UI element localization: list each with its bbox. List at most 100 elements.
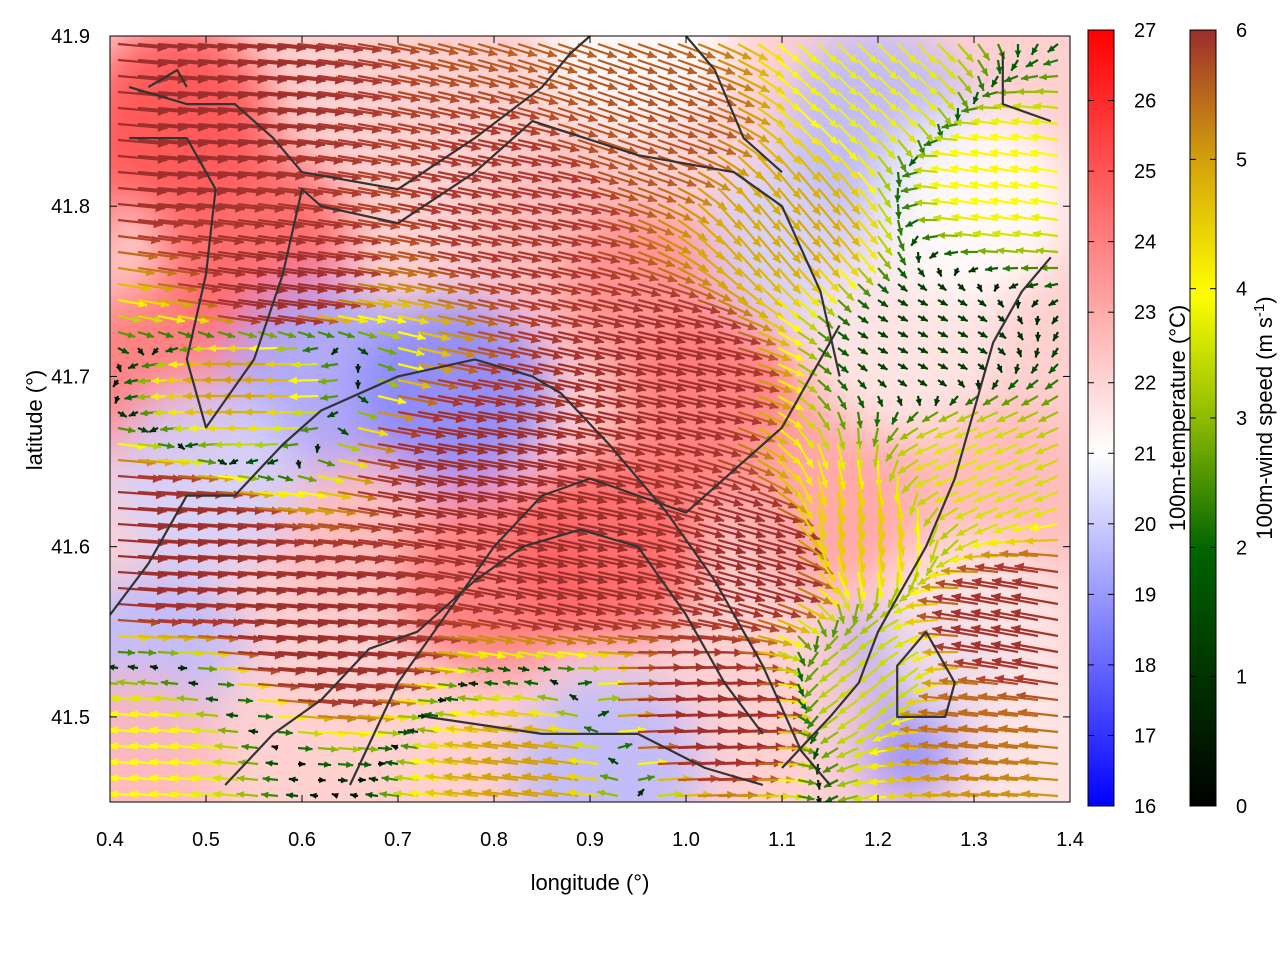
wind-arrow-head — [734, 416, 745, 425]
wind-arrow-head — [377, 316, 386, 324]
wind-arrow-head — [469, 286, 479, 295]
wind-arrow-head — [675, 383, 686, 393]
wind-arrow-head — [647, 210, 657, 219]
wind-arrow-head — [471, 206, 482, 216]
wind-arrow-head — [490, 127, 501, 136]
wind-arrow-head — [195, 458, 205, 466]
wind-arrow-head — [672, 304, 683, 314]
wind-arrow-head — [960, 363, 968, 370]
wind-arrow-head — [922, 415, 931, 422]
wind-arrow-head — [896, 706, 906, 714]
wind-arrow-head — [155, 361, 163, 369]
wind-arrow-head — [248, 728, 256, 735]
wind-arrow-head — [205, 696, 213, 703]
wind-arrow-head — [782, 638, 792, 647]
wind-arrow-head — [510, 622, 521, 631]
wind-arrow-head — [90, 758, 98, 766]
wind-arrow-head — [933, 447, 943, 455]
wind-arrow-head — [892, 622, 902, 630]
wind-arrow-head — [1051, 349, 1059, 358]
wind-arrow-head — [627, 177, 638, 187]
wind-arrow-head — [940, 315, 948, 322]
wind-arrow — [110, 778, 119, 782]
wind-arrow-head — [733, 267, 743, 277]
wind-arrow-head — [206, 424, 215, 433]
wind-arrow-head — [792, 253, 801, 264]
wind-arrow-head — [635, 351, 646, 361]
wind-arrow-head — [900, 741, 910, 751]
wind-arrow-head — [543, 740, 553, 749]
wind-arrow-head — [803, 642, 812, 650]
wind-arrow-head — [755, 561, 766, 571]
wind-arrow-head — [1017, 708, 1028, 717]
wind-arrow-head — [810, 119, 819, 128]
wind-arrow-head — [1011, 608, 1021, 618]
wind-arrow-head — [893, 606, 903, 614]
wind-arrow-head — [470, 111, 480, 120]
wind-arrow-head — [878, 675, 887, 683]
wind-arrow-head — [880, 300, 888, 307]
wind-arrow-head — [880, 286, 889, 294]
wind-arrow-head — [862, 288, 871, 297]
wind-arrow-head — [953, 495, 963, 503]
wind-arrow-head — [511, 158, 522, 168]
wind-arrow-head — [635, 399, 646, 409]
wind-arrow-head — [636, 527, 647, 537]
wind-arrow-head — [897, 691, 907, 699]
wind-arrow-head — [417, 726, 425, 734]
wind-arrow-head — [795, 546, 806, 555]
wind-arrow-head — [350, 792, 357, 799]
wind-arrow-head — [1009, 164, 1019, 173]
wind-arrow-head — [858, 642, 867, 650]
wind-arrow-head — [774, 69, 784, 78]
wind-arrow-head — [246, 458, 254, 465]
wind-arrow-head — [920, 331, 928, 337]
wind-arrow-head — [982, 52, 990, 61]
wind-arrow-head — [813, 751, 820, 760]
wind-arrow-head — [141, 362, 150, 369]
wind-arrow-head — [896, 227, 904, 236]
wind-arrow-head — [535, 651, 545, 660]
wind-arrow-head — [772, 189, 781, 199]
wind-arrow-head — [468, 63, 479, 72]
wind-arrow-head — [830, 153, 839, 163]
wind-arrow-head — [567, 97, 578, 106]
wind-arrow-head — [496, 559, 507, 569]
wind-arrow-head — [488, 79, 499, 89]
wind-arrow-head — [808, 778, 816, 786]
wind-arrow-head — [753, 609, 764, 619]
wind-arrow-head — [490, 366, 501, 375]
wind-arrow-head — [1004, 75, 1012, 83]
wind-arrow-head — [647, 114, 658, 123]
wind-arrow-head — [845, 292, 854, 301]
wind-arrow-head — [772, 222, 781, 232]
wind-arrow-head — [886, 434, 894, 443]
wind-arrow-head — [594, 367, 605, 377]
wind-arrow-head — [119, 410, 127, 417]
wind-arrow-head — [379, 429, 389, 437]
wind-arrow-head — [857, 722, 866, 730]
wind-arrow-head — [824, 643, 833, 651]
wind-arrow-head — [615, 367, 626, 377]
wind-arrow-head — [222, 375, 231, 385]
wind-arrow-head — [805, 705, 813, 714]
wind-arrow-head — [615, 479, 626, 489]
wind-arrow-head — [471, 238, 482, 248]
wind-arrow-head — [674, 512, 685, 522]
wind-arrow-head — [595, 463, 606, 473]
wind-arrow-head — [616, 527, 628, 537]
colorbar-tick-label: 25 — [1134, 161, 1156, 183]
wind-arrow-head — [794, 353, 804, 361]
wind-arrow-head — [755, 577, 766, 587]
wind-arrow-head — [607, 114, 618, 123]
wind-arrow-head — [951, 640, 962, 650]
wind-arrow-head — [694, 561, 705, 571]
wind-arrow-head — [978, 692, 988, 701]
wind-arrow-head — [795, 402, 804, 411]
wind-arrow-head — [137, 679, 146, 687]
wind-arrow-head — [989, 148, 999, 157]
wind-arrow-head — [829, 103, 838, 112]
wind-arrow-head — [995, 66, 1003, 74]
wind-arrow-head — [884, 744, 893, 753]
wind-arrow-head — [950, 608, 961, 618]
